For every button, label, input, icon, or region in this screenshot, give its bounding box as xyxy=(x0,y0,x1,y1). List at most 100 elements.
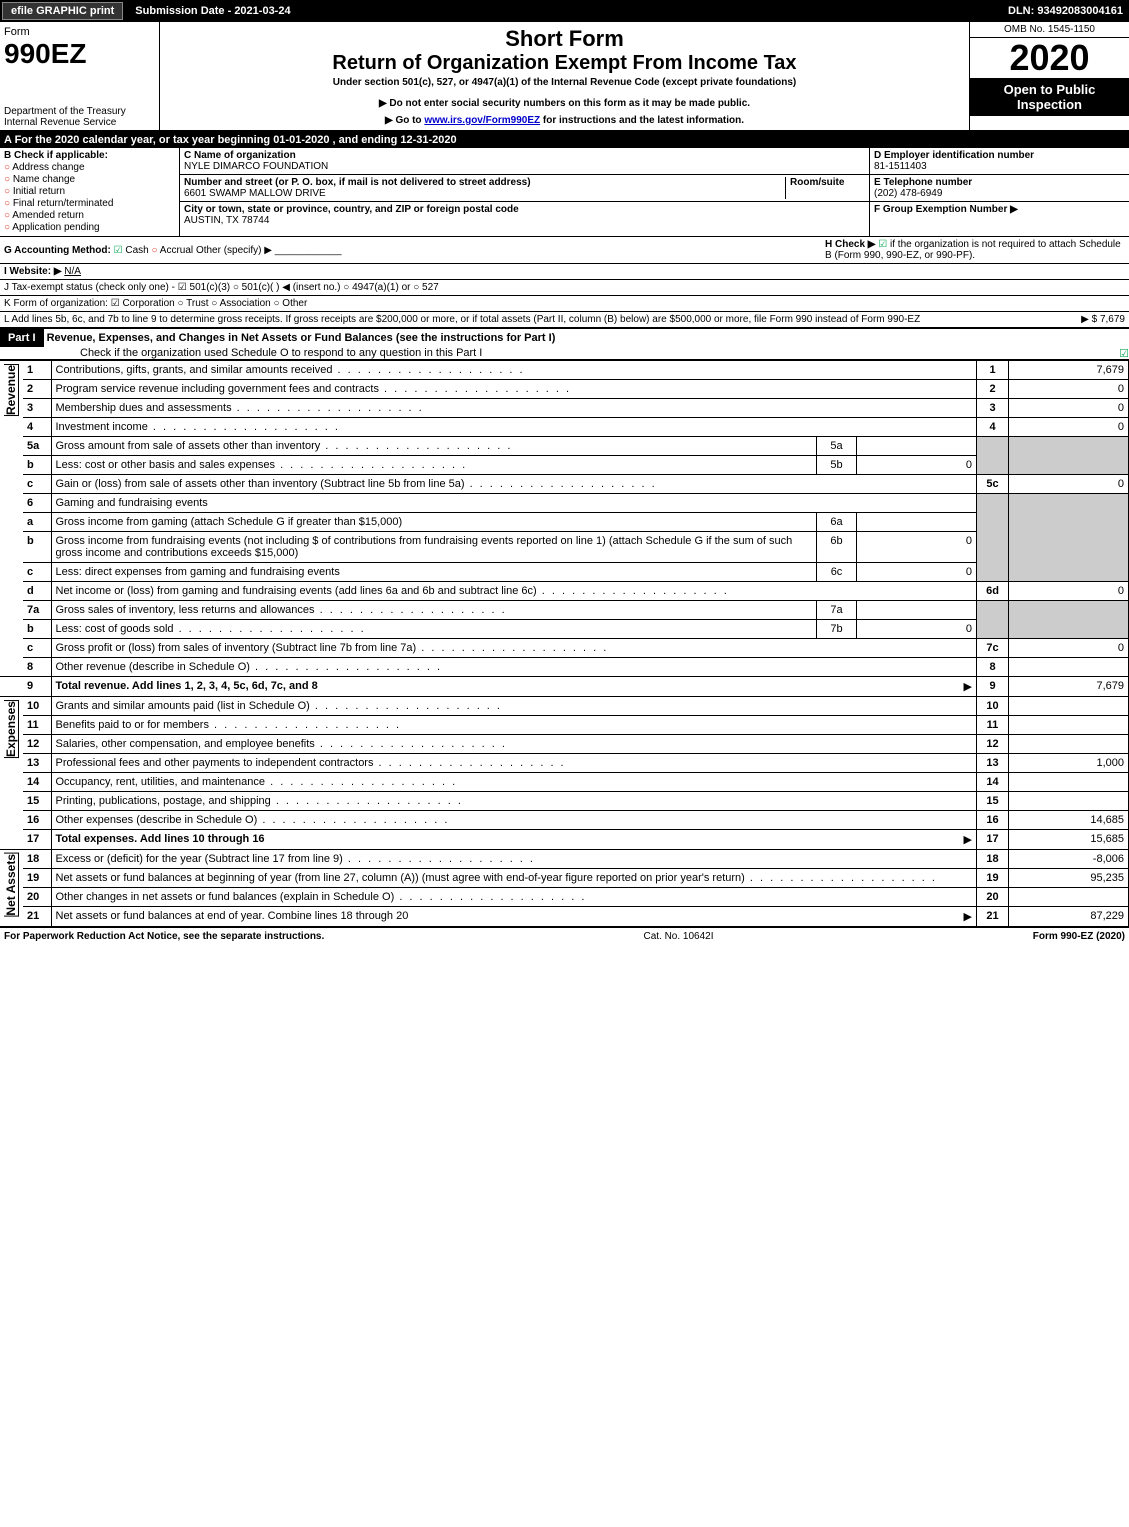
l15-n: 15 xyxy=(23,792,51,811)
l6d-d: Net income or (loss) from gaming and fun… xyxy=(51,582,977,601)
chk-scho[interactable] xyxy=(1119,347,1129,360)
l3-v: 0 xyxy=(1009,399,1129,418)
l20-d: Other changes in net assets or fund bala… xyxy=(51,888,977,907)
l5b-sn: 5b xyxy=(817,456,857,475)
short-form-title: Short Form xyxy=(166,26,963,52)
l10-ln: 10 xyxy=(977,697,1009,716)
c-city-label: City or town, state or province, country… xyxy=(184,204,865,215)
dln-label: DLN: 93492083004161 xyxy=(1008,5,1129,17)
form-header: Form 990EZ Department of the Treasury In… xyxy=(0,22,1129,132)
l21-n: 21 xyxy=(23,907,51,927)
l8-v xyxy=(1009,658,1129,677)
l6d-n: d xyxy=(23,582,51,601)
top-bar: efile GRAPHIC print Submission Date - 20… xyxy=(0,0,1129,22)
chk-address[interactable]: Address change xyxy=(4,162,175,173)
part1-title: Revenue, Expenses, and Changes in Net As… xyxy=(47,332,556,344)
l19-ln: 19 xyxy=(977,869,1009,888)
l18-d: Excess or (deficit) for the year (Subtra… xyxy=(51,850,977,869)
l4-n: 4 xyxy=(23,418,51,437)
l5a-sv xyxy=(857,437,977,456)
g-other: Other (specify) ▶ xyxy=(196,245,272,256)
chk-pending[interactable]: Application pending xyxy=(4,222,175,233)
l19-d: Net assets or fund balances at beginning… xyxy=(51,869,977,888)
form-number: 990EZ xyxy=(4,38,155,70)
ssn-warning: ▶ Do not enter social security numbers o… xyxy=(166,98,963,109)
chk-name[interactable]: Name change xyxy=(4,174,175,185)
chk-amended[interactable]: Amended return xyxy=(4,210,175,221)
l21-ln: 21 xyxy=(977,907,1009,927)
l6c-n: c xyxy=(23,563,51,582)
l13-v: 1,000 xyxy=(1009,754,1129,773)
return-title: Return of Organization Exempt From Incom… xyxy=(166,52,963,75)
l4-d: Investment income xyxy=(51,418,977,437)
tax-year: 2020 xyxy=(970,38,1129,78)
l5c-v: 0 xyxy=(1009,475,1129,494)
l5c-n: c xyxy=(23,475,51,494)
l3-ln: 3 xyxy=(977,399,1009,418)
e-label: E Telephone number xyxy=(874,177,972,188)
l6b-n: b xyxy=(23,532,51,563)
l6c-sn: 6c xyxy=(817,563,857,582)
room-label: Room/suite xyxy=(790,177,865,188)
l7c-n: c xyxy=(23,639,51,658)
efile-button[interactable]: efile GRAPHIC print xyxy=(2,2,123,20)
chk-accrual[interactable]: Accrual xyxy=(152,245,194,256)
goto-line: ▶ Go to www.irs.gov/Form990EZ for instru… xyxy=(166,115,963,126)
l14-v xyxy=(1009,773,1129,792)
l18-v: -8,006 xyxy=(1009,850,1129,869)
l3-d: Membership dues and assessments xyxy=(51,399,977,418)
j-status: J Tax-exempt status (check only one) - ☑… xyxy=(4,282,439,293)
l9-d: Total revenue. Add lines 1, 2, 3, 4, 5c,… xyxy=(51,677,977,697)
l10-d: Grants and similar amounts paid (list in… xyxy=(51,697,977,716)
form-ref: Form 990-EZ (2020) xyxy=(1033,931,1125,942)
website-value: N/A xyxy=(64,266,81,277)
l20-ln: 20 xyxy=(977,888,1009,907)
l19-n: 19 xyxy=(23,869,51,888)
l16-d: Other expenses (describe in Schedule O) xyxy=(51,811,977,830)
chk-initial[interactable]: Initial return xyxy=(4,186,175,197)
l8-n: 8 xyxy=(23,658,51,677)
l16-n: 16 xyxy=(23,811,51,830)
c-name-label: C Name of organization xyxy=(184,150,865,161)
org-name: NYLE DIMARCO FOUNDATION xyxy=(184,161,865,172)
l5b-sv: 0 xyxy=(857,456,977,475)
l2-d: Program service revenue including govern… xyxy=(51,380,977,399)
l10-v xyxy=(1009,697,1129,716)
l1-d: Contributions, gifts, grants, and simila… xyxy=(51,361,977,380)
l19-v: 95,235 xyxy=(1009,869,1129,888)
l1-n: 1 xyxy=(23,361,51,380)
l7a-sn: 7a xyxy=(817,601,857,620)
l7c-v: 0 xyxy=(1009,639,1129,658)
b-header: B Check if applicable: xyxy=(4,150,108,161)
l6d-v: 0 xyxy=(1009,582,1129,601)
f-label: F Group Exemption Number ▶ xyxy=(874,204,1018,215)
irs-link[interactable]: www.irs.gov/Form990EZ xyxy=(424,115,540,126)
l15-v xyxy=(1009,792,1129,811)
l5a-sn: 5a xyxy=(817,437,857,456)
l6c-sv: 0 xyxy=(857,563,977,582)
l1-v: 7,679 xyxy=(1009,361,1129,380)
i-label: I Website: ▶ xyxy=(4,266,62,277)
goto-pre: ▶ Go to xyxy=(385,115,424,126)
l18-ln: 18 xyxy=(977,850,1009,869)
chk-cash[interactable]: Cash xyxy=(114,245,149,256)
chk-final[interactable]: Final return/terminated xyxy=(4,198,175,209)
chk-h[interactable] xyxy=(878,239,890,250)
l7c-ln: 7c xyxy=(977,639,1009,658)
entity-block: B Check if applicable: Address change Na… xyxy=(0,148,1129,237)
l5b-d: Less: cost or other basis and sales expe… xyxy=(51,456,817,475)
l-text: L Add lines 5b, 6c, and 7b to line 9 to … xyxy=(4,314,1081,325)
l12-ln: 12 xyxy=(977,735,1009,754)
l8-d: Other revenue (describe in Schedule O) xyxy=(51,658,977,677)
l13-n: 13 xyxy=(23,754,51,773)
l7b-sv: 0 xyxy=(857,620,977,639)
l13-ln: 13 xyxy=(977,754,1009,773)
expenses-side: Expenses xyxy=(4,700,19,758)
l5b-n: b xyxy=(23,456,51,475)
l2-ln: 2 xyxy=(977,380,1009,399)
l6a-d: Gross income from gaming (attach Schedul… xyxy=(51,513,817,532)
l9-ln: 9 xyxy=(977,677,1009,697)
l6a-n: a xyxy=(23,513,51,532)
l9-v: 7,679 xyxy=(1009,677,1129,697)
l6b-sn: 6b xyxy=(817,532,857,563)
